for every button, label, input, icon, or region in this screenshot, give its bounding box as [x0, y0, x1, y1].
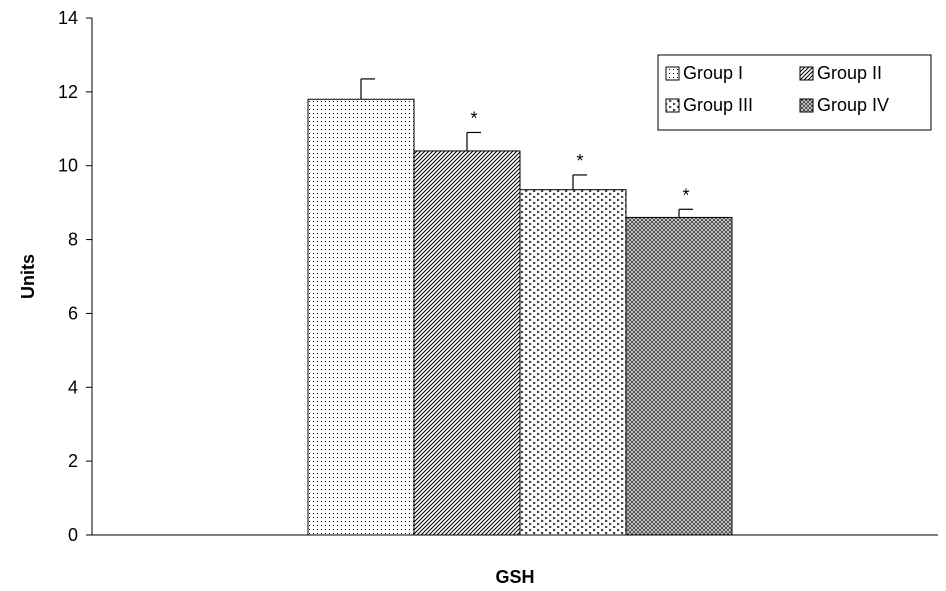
- y-tick-label: 10: [58, 156, 78, 176]
- y-tick-label: 0: [68, 525, 78, 545]
- y-tick-label: 8: [68, 230, 78, 250]
- bar-group-i: [307, 98, 415, 536]
- y-tick-label: 2: [68, 451, 78, 471]
- significance-star: *: [470, 108, 477, 128]
- legend-box: [657, 54, 932, 131]
- legend-swatch: [799, 98, 814, 113]
- legend-label: Group II: [817, 63, 882, 83]
- legend-label: Group IV: [817, 95, 889, 115]
- error-bars: [360, 78, 693, 218]
- y-tick-label: 6: [68, 303, 78, 323]
- legend-swatch: [799, 66, 814, 81]
- legend-swatch: [665, 98, 680, 113]
- x-axis-title: GSH: [495, 567, 534, 587]
- significance-star: *: [576, 151, 583, 171]
- legend-swatch: [665, 66, 680, 81]
- y-tick-label: 4: [68, 377, 78, 397]
- legend-label: Group III: [683, 95, 753, 115]
- bar-group-ii: [413, 150, 521, 536]
- bar-group-iv: [625, 216, 733, 536]
- y-tick-label: 12: [58, 82, 78, 102]
- bars: [307, 98, 733, 536]
- y-axis-title: Units: [18, 254, 38, 299]
- significance-markers: * * *: [470, 108, 689, 205]
- y-tick-label: 14: [58, 8, 78, 28]
- legend-label: Group I: [683, 63, 743, 83]
- y-axis: 0 2 4 6 8 10 12 14: [58, 8, 93, 545]
- legend: Group I Group II Group III Group IV: [657, 54, 932, 131]
- significance-star: *: [682, 185, 689, 205]
- bar-group-iii: [519, 189, 627, 536]
